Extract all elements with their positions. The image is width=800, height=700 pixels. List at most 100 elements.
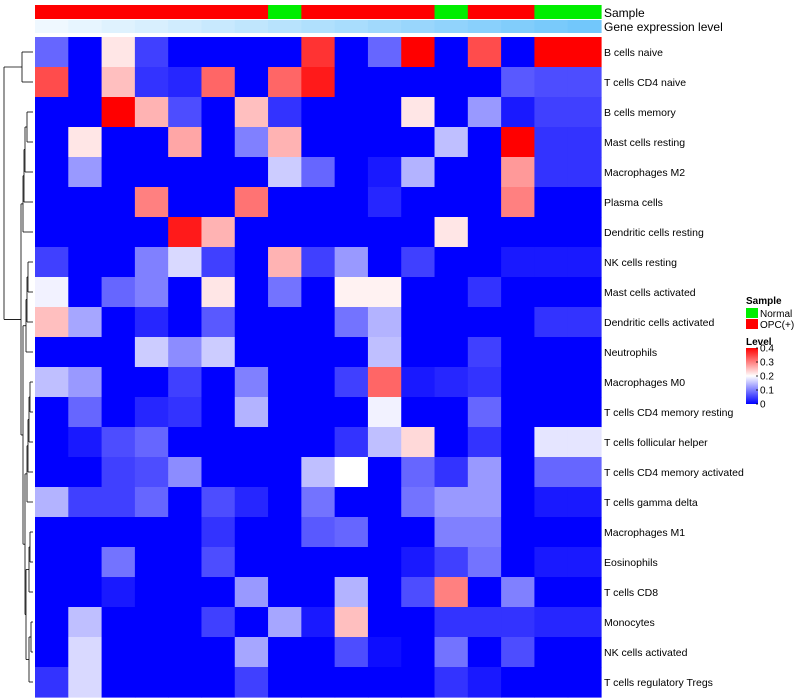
heatmap-cell <box>234 337 269 368</box>
heatmap-cell <box>401 157 436 188</box>
sample-legend-label: Normal <box>760 309 792 320</box>
heatmap-cell <box>401 487 436 518</box>
heatmap-cell <box>434 487 469 518</box>
heatmap-cell <box>201 487 236 518</box>
gene-expression-annotation-cell <box>567 20 602 33</box>
heatmap-cell <box>301 217 336 248</box>
heatmap-cell <box>68 427 103 458</box>
heatmap-cell <box>434 67 469 98</box>
heatmap-cell <box>334 457 369 488</box>
heatmap-cell <box>334 517 369 548</box>
heatmap-cell <box>501 517 536 548</box>
heatmap-cell <box>101 577 136 608</box>
sample-legend-swatch <box>746 308 758 318</box>
heatmap-cell <box>467 367 502 398</box>
heatmap-cell <box>367 577 402 608</box>
heatmap-cell <box>401 667 436 698</box>
heatmap-cell <box>268 577 302 608</box>
heatmap-cell <box>467 97 502 128</box>
heatmap-cell <box>201 337 236 368</box>
heatmap-cell <box>101 667 136 698</box>
heatmap-cell <box>534 607 569 638</box>
heatmap-cell <box>467 277 502 308</box>
level-legend-tick-label: 0.3 <box>760 358 774 369</box>
heatmap-cell <box>367 367 402 398</box>
heatmap-cell <box>401 397 436 428</box>
heatmap-cell <box>101 37 136 68</box>
heatmap-cell <box>434 457 469 488</box>
heatmap-cell <box>268 217 302 248</box>
heatmap-cell <box>168 427 203 458</box>
heatmap-cell <box>234 277 269 308</box>
heatmap-cell <box>367 37 402 68</box>
sample-annotation-cell <box>567 5 602 19</box>
heatmap-cell <box>168 457 203 488</box>
heatmap-cell <box>168 247 203 278</box>
heatmap-cell <box>268 277 302 308</box>
level-legend-tick-label: 0.2 <box>760 372 774 383</box>
gene-expression-annotation-cell <box>367 20 402 33</box>
heatmap-cell <box>268 637 302 668</box>
heatmap-cell <box>334 367 369 398</box>
heatmap-cell <box>501 427 536 458</box>
heatmap-cell <box>434 367 469 398</box>
row-label: NK cells resting <box>604 257 677 269</box>
heatmap-cell <box>68 337 103 368</box>
heatmap-cell <box>467 217 502 248</box>
heatmap-cell <box>234 187 269 218</box>
heatmap-cell <box>334 337 369 368</box>
heatmap-cell <box>68 367 103 398</box>
sample-annotation-cell <box>334 5 369 19</box>
heatmap-cell <box>534 427 569 458</box>
heatmap-cell <box>101 637 136 668</box>
heatmap-cell <box>567 307 602 338</box>
sample-legend-title: Sample <box>746 296 782 307</box>
heatmap-cell <box>101 157 136 188</box>
heatmap-cell <box>334 607 369 638</box>
heatmap-cell <box>501 397 536 428</box>
row-label: T cells CD8 <box>604 587 658 599</box>
heatmap-cell <box>234 67 269 98</box>
heatmap-cell <box>534 457 569 488</box>
row-label: Neutrophils <box>604 347 657 359</box>
heatmap-cell <box>101 457 136 488</box>
heatmap-cell <box>68 637 103 668</box>
gene-expression-annotation-cell <box>401 20 436 33</box>
heatmap-cell <box>35 247 69 278</box>
heatmap-cell <box>168 277 203 308</box>
heatmap-cell <box>134 367 169 398</box>
row-label: B cells naive <box>604 47 663 59</box>
row-label: B cells memory <box>604 107 677 119</box>
heatmap-cell <box>234 217 269 248</box>
heatmap-cell <box>334 67 369 98</box>
gene-expression-annotation-cell <box>234 20 269 33</box>
heatmap-cell <box>201 217 236 248</box>
heatmap-cell <box>467 487 502 518</box>
heatmap-cell <box>534 187 569 218</box>
heatmap-cell <box>501 277 536 308</box>
sample-legend-label: OPC(+) <box>760 320 794 331</box>
heatmap-cell <box>567 337 602 368</box>
heatmap-cell <box>467 157 502 188</box>
heatmap-cell <box>467 607 502 638</box>
heatmap-cell <box>201 457 236 488</box>
sample-annotation-cell <box>68 5 103 19</box>
sample-annotation-cell <box>467 5 502 19</box>
sample-legend-swatch <box>746 319 758 329</box>
heatmap-cell <box>201 157 236 188</box>
heatmap-cell <box>134 667 169 698</box>
heatmap-cell <box>501 577 536 608</box>
row-label: T cells CD4 memory activated <box>604 467 744 479</box>
sample-annotation-cell <box>434 5 469 19</box>
gene-expression-annotation-cell <box>334 20 369 33</box>
heatmap-cell <box>534 517 569 548</box>
row-label: Eosinophils <box>604 557 658 569</box>
heatmap-cell <box>467 247 502 278</box>
heatmap-cell <box>201 277 236 308</box>
heatmap-cell <box>367 427 402 458</box>
heatmap-cell <box>35 217 69 248</box>
row-label: Monocytes <box>604 617 655 629</box>
heatmap-cell <box>134 307 169 338</box>
heatmap-cell <box>201 127 236 158</box>
heatmap-cell <box>567 247 602 278</box>
